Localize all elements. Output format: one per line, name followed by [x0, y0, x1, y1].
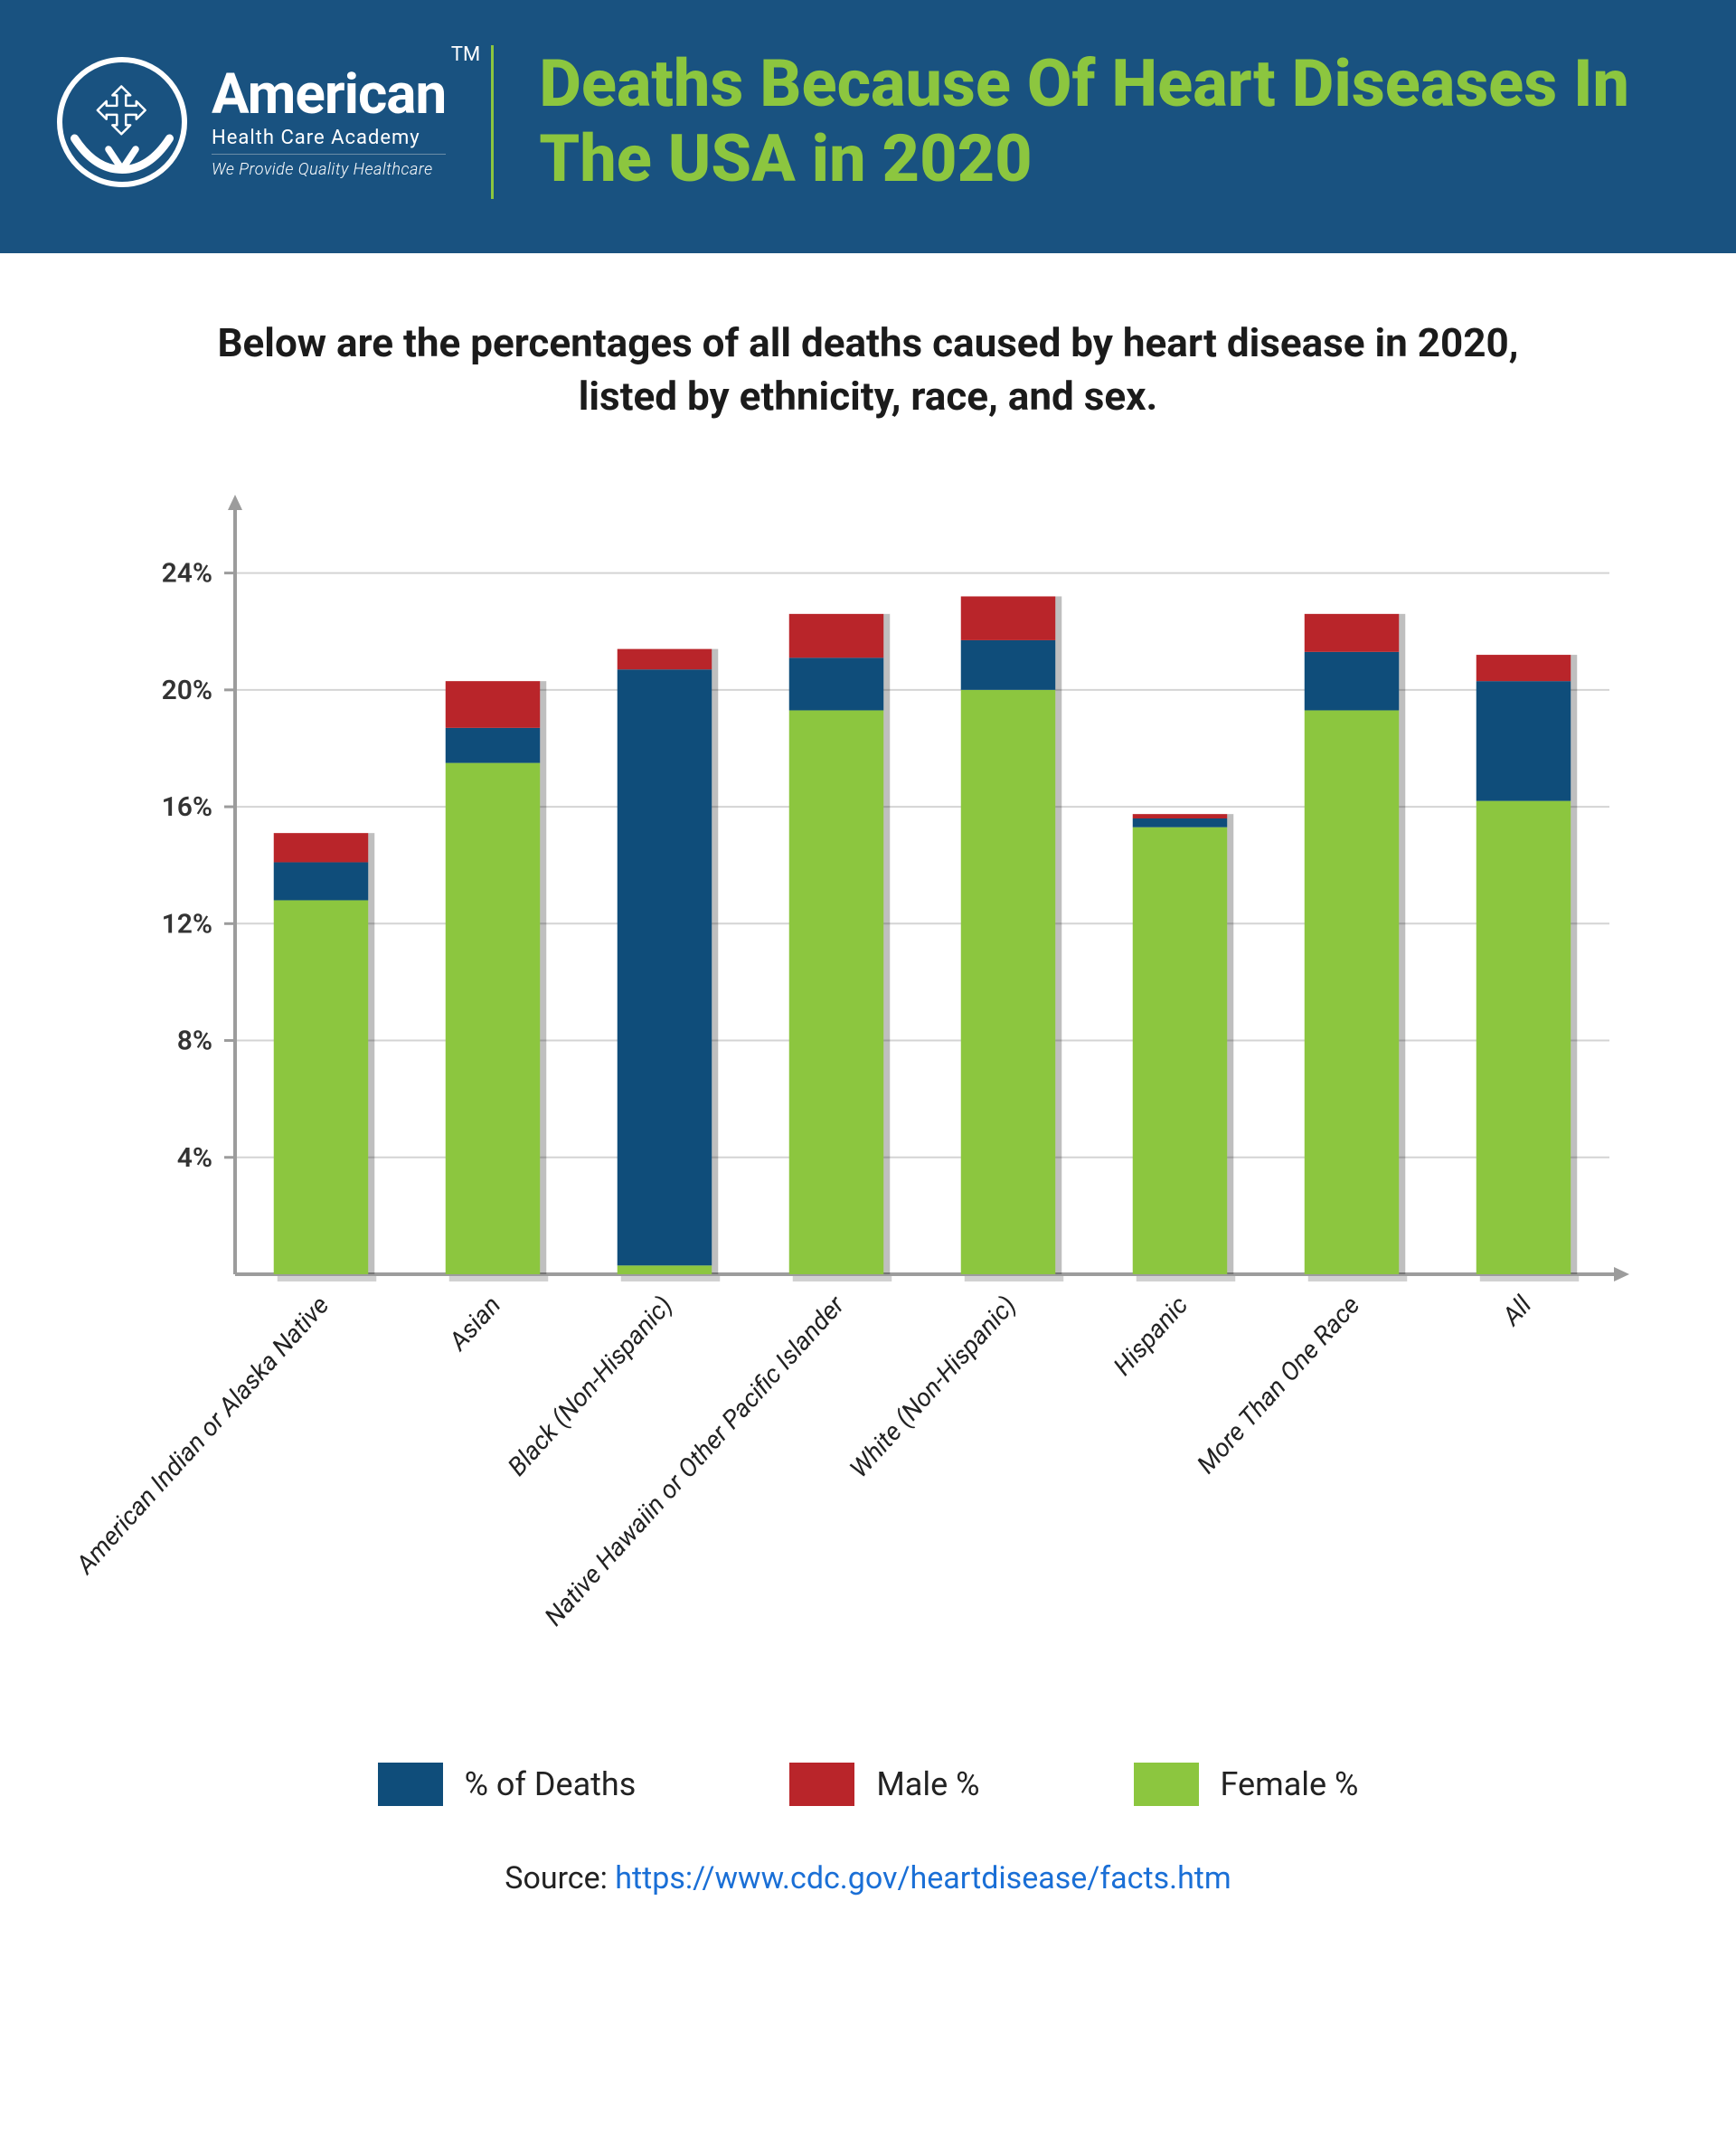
svg-text:24%: 24%: [162, 557, 212, 589]
legend-label: % of Deaths: [465, 1765, 637, 1803]
svg-text:American Indian or Alaska Nati: American Indian or Alaska Native: [69, 1290, 335, 1580]
legend-swatch: [789, 1763, 854, 1806]
trademark-icon: TM: [451, 43, 480, 66]
header-divider: [491, 45, 494, 199]
legend-item: Male %: [789, 1763, 979, 1806]
legend-swatch: [378, 1763, 443, 1806]
legend-label: Male %: [876, 1765, 979, 1803]
legend-label: Female %: [1221, 1765, 1359, 1803]
logo-block: American Health Care Academy We Provide …: [54, 54, 446, 190]
chart-subtitle: Below are the percentages of all deaths …: [190, 317, 1546, 424]
bar-chart: 4%8%12%16%20%24%American Indian or Alask…: [99, 496, 1637, 1654]
logo-brand: American: [212, 67, 446, 123]
legend-swatch: [1134, 1763, 1199, 1806]
svg-text:Native Hawaiin or Other Pacifi: Native Hawaiin or Other Pacific Islander: [539, 1290, 851, 1631]
svg-text:Black (Non-Hispanic): Black (Non-Hispanic): [502, 1290, 678, 1481]
legend-item: % of Deaths: [378, 1763, 637, 1806]
svg-text:More Than One Race: More Than One Race: [1191, 1290, 1365, 1479]
svg-text:4%: 4%: [177, 1142, 212, 1174]
header: American Health Care Academy We Provide …: [0, 0, 1736, 253]
chart-legend: % of Deaths Male % Female %: [99, 1763, 1637, 1806]
svg-text:12%: 12%: [162, 908, 212, 940]
svg-text:All: All: [1495, 1290, 1538, 1332]
legend-item: Female %: [1134, 1763, 1359, 1806]
svg-text:White (Non-Hispanic): White (Non-Hispanic): [844, 1290, 1022, 1483]
logo-icon: [54, 54, 190, 190]
logo-tagline: We Provide Quality Healthcare: [212, 162, 446, 178]
source-prefix: Source:: [505, 1860, 615, 1896]
svg-text:16%: 16%: [162, 791, 212, 823]
content: Below are the percentages of all deaths …: [0, 253, 1736, 1933]
svg-text:20%: 20%: [162, 675, 212, 706]
logo-text: American Health Care Academy We Provide …: [212, 67, 446, 178]
svg-text:Hispanic: Hispanic: [1108, 1290, 1194, 1381]
source-line: Source: https://www.cdc.gov/heartdisease…: [99, 1860, 1637, 1896]
svg-text:Asian: Asian: [442, 1290, 506, 1357]
svg-text:8%: 8%: [177, 1025, 212, 1056]
source-link[interactable]: https://www.cdc.gov/heartdisease/facts.h…: [615, 1860, 1231, 1896]
page-title: Deaths Because Of Heart Diseases In The …: [539, 47, 1682, 197]
logo-subtitle: Health Care Academy: [212, 128, 446, 148]
